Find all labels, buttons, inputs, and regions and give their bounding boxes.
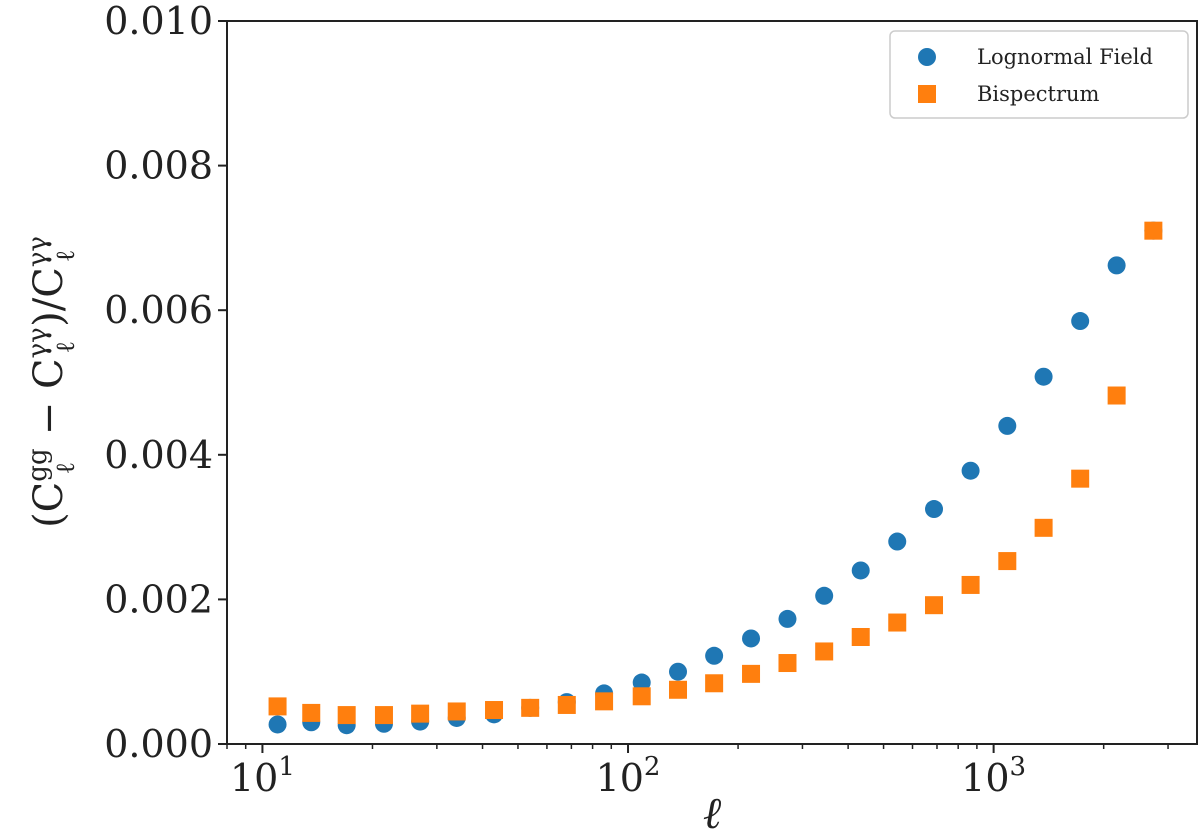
data-point bbox=[268, 697, 287, 716]
data-point bbox=[851, 627, 870, 646]
data-point bbox=[302, 703, 321, 722]
legend-box bbox=[889, 30, 1189, 119]
data-point bbox=[595, 692, 614, 711]
data-point bbox=[778, 654, 797, 673]
data-point bbox=[669, 662, 688, 681]
data-point bbox=[705, 646, 724, 665]
data-point bbox=[411, 704, 430, 723]
data-point bbox=[888, 613, 907, 632]
legend-label-bispectrum: Bispectrum bbox=[977, 82, 1100, 106]
data-point bbox=[815, 642, 834, 661]
data-point bbox=[925, 596, 944, 615]
legend: Lognormal Field Bispectrum bbox=[889, 30, 1189, 119]
data-point bbox=[1034, 367, 1053, 386]
y-tick-label: 0.008 bbox=[104, 144, 213, 188]
data-point bbox=[778, 609, 797, 628]
y-axis: 0.000 0.002 0.004 0.006 0.008 0.010 bbox=[104, 0, 227, 766]
data-point bbox=[888, 532, 907, 551]
data-point bbox=[632, 687, 651, 706]
x-axis-label: ℓ bbox=[703, 788, 722, 836]
legend-marker-lognormal bbox=[918, 48, 936, 66]
data-point bbox=[815, 586, 834, 605]
data-point bbox=[998, 552, 1017, 571]
data-point bbox=[485, 701, 504, 720]
y-tick-label: 0.000 bbox=[104, 722, 213, 766]
plot-marks bbox=[268, 221, 1163, 735]
series-bispectrum bbox=[268, 221, 1163, 725]
y-axis-label: (Cggℓ − Cγγℓ)/Cγγℓ bbox=[23, 236, 81, 528]
legend-label-lognormal: Lognormal Field bbox=[977, 45, 1153, 69]
data-point bbox=[1107, 256, 1126, 275]
plot-frame bbox=[226, 20, 1198, 745]
legend-marker-bispectrum bbox=[918, 85, 936, 103]
data-point bbox=[961, 575, 980, 594]
data-point bbox=[705, 674, 724, 693]
data-point bbox=[1071, 469, 1090, 488]
data-point bbox=[1144, 221, 1163, 240]
data-point bbox=[268, 715, 287, 734]
y-tick-label: 0.006 bbox=[104, 288, 213, 332]
data-point bbox=[669, 680, 688, 699]
data-point bbox=[632, 673, 651, 692]
y-tick-label: 0.004 bbox=[104, 433, 213, 477]
x-axis: 101 102 103 bbox=[226, 744, 1169, 800]
data-point bbox=[998, 416, 1017, 435]
data-point bbox=[851, 561, 870, 580]
y-tick-label: 0.010 bbox=[104, 0, 213, 43]
data-point bbox=[521, 698, 540, 717]
data-point bbox=[1071, 312, 1090, 331]
y-tick-label: 0.002 bbox=[104, 577, 213, 621]
x-tick-label: 101 bbox=[230, 752, 295, 800]
data-point bbox=[742, 664, 761, 683]
data-point bbox=[447, 702, 466, 721]
x-tick-label: 102 bbox=[596, 752, 661, 800]
data-point bbox=[961, 461, 980, 480]
data-point bbox=[1034, 518, 1053, 537]
data-point bbox=[925, 500, 944, 519]
data-point bbox=[557, 695, 576, 714]
data-point bbox=[742, 629, 761, 648]
x-tick-label: 103 bbox=[961, 752, 1026, 800]
data-point bbox=[1107, 386, 1126, 405]
data-point bbox=[337, 706, 356, 725]
data-point bbox=[374, 706, 393, 725]
